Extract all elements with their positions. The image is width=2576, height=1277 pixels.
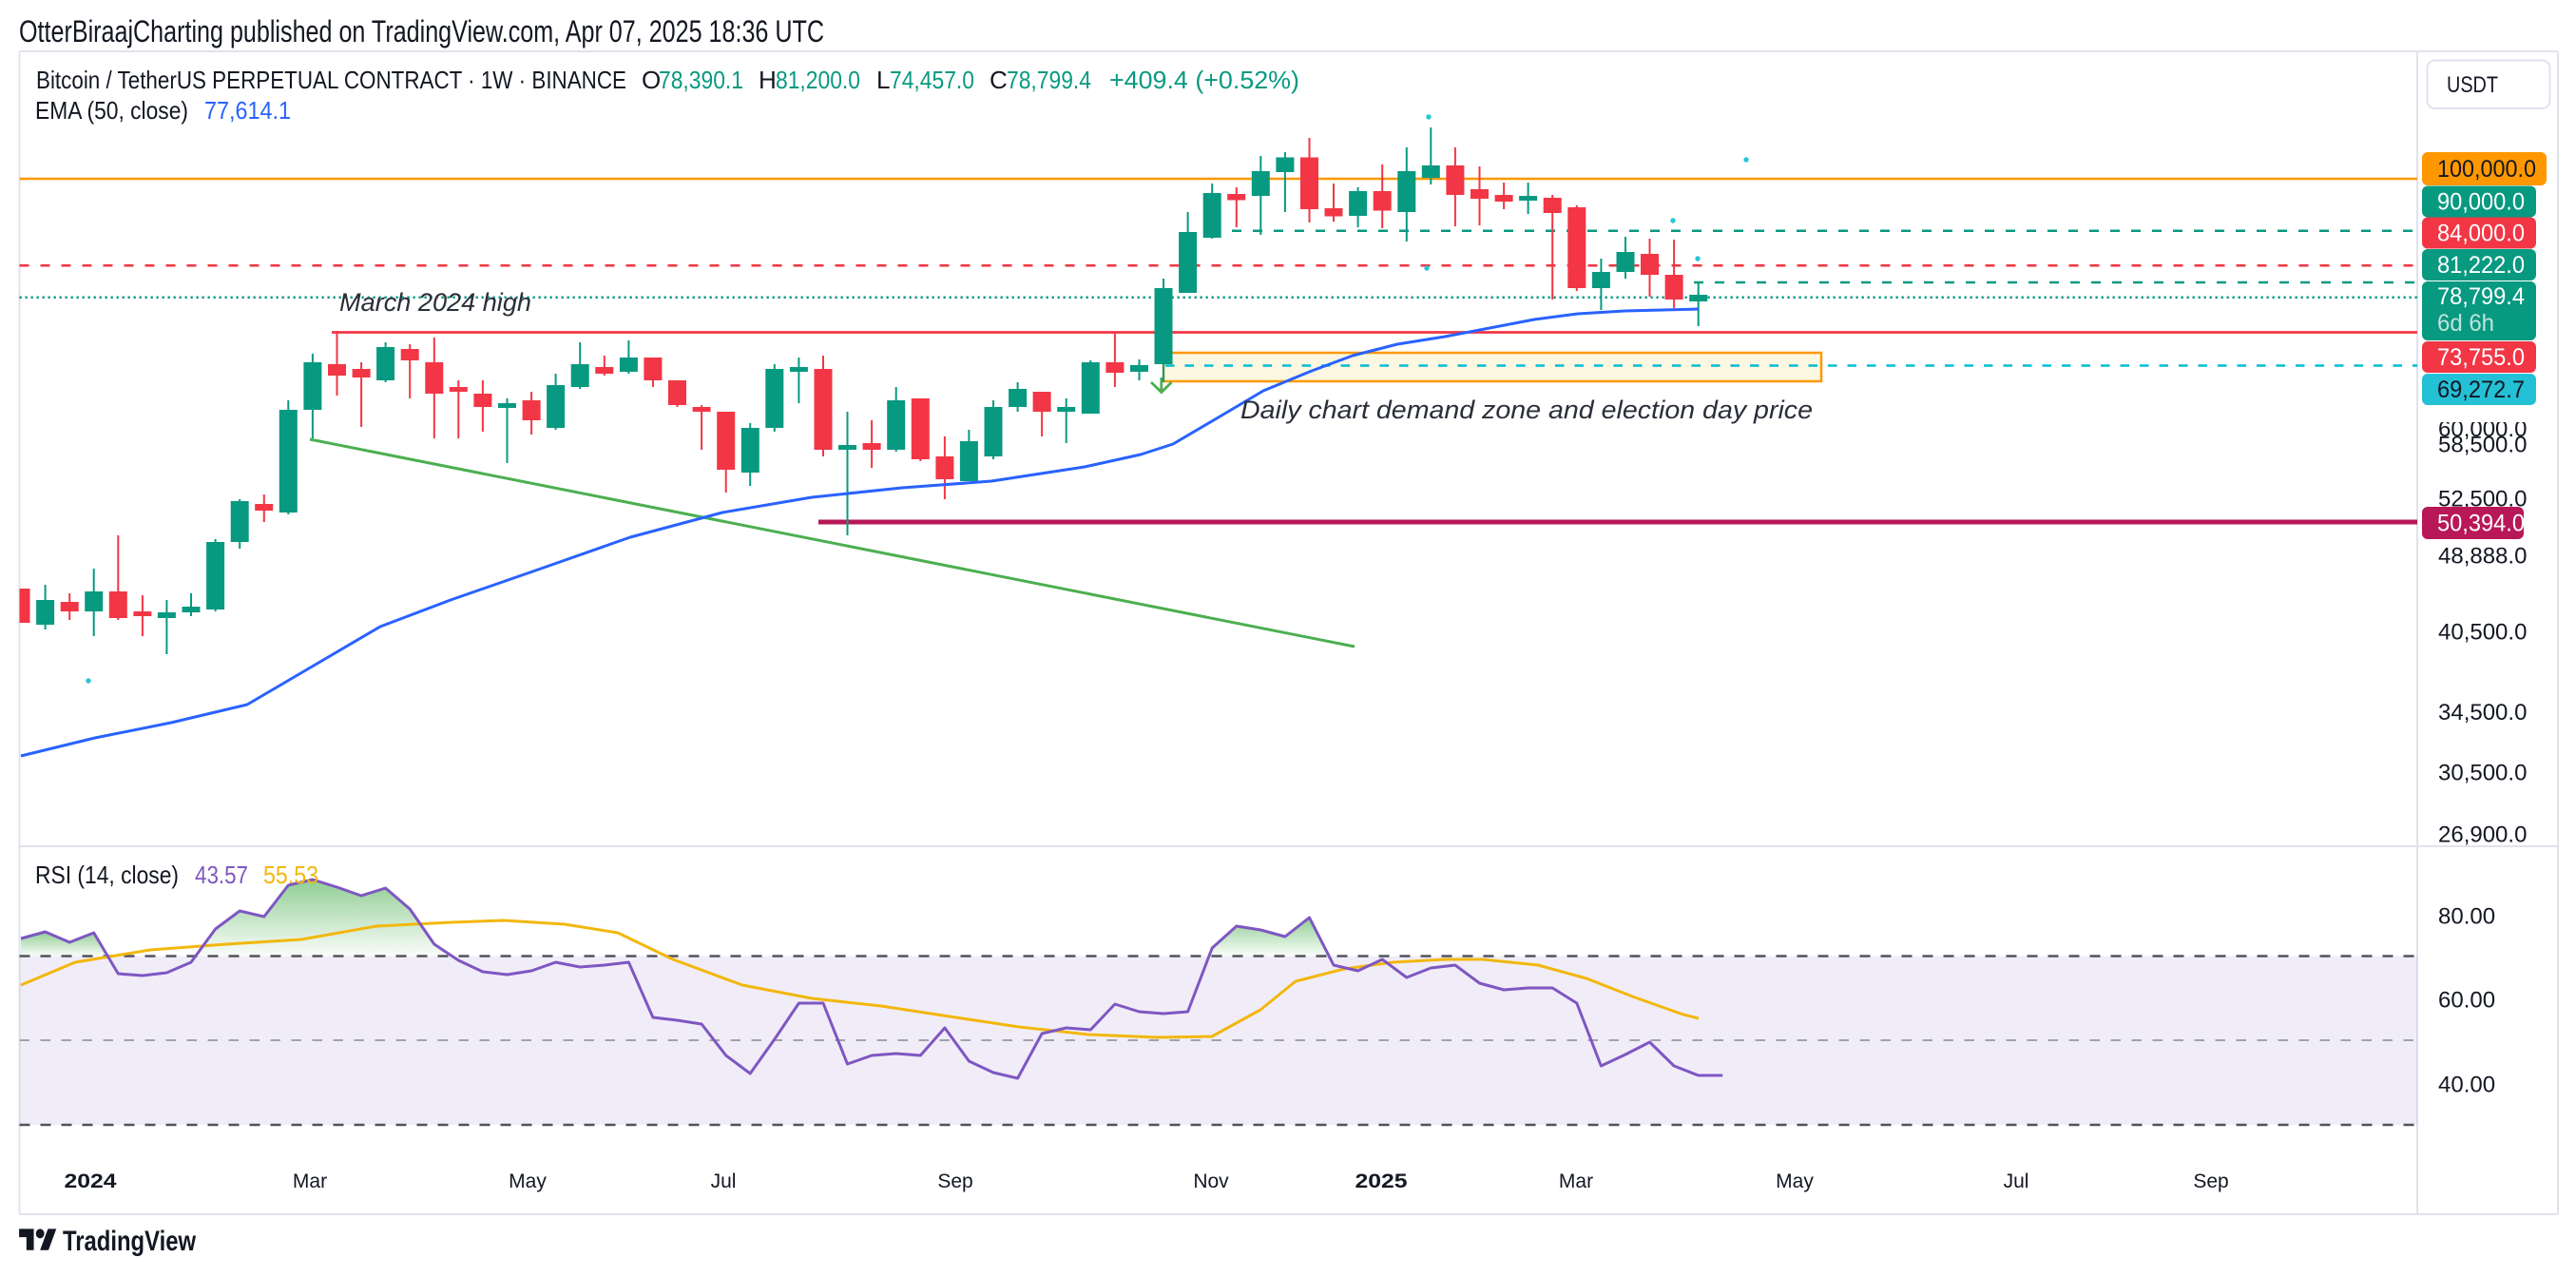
svg-text:Mar: Mar bbox=[293, 1171, 327, 1192]
svg-text:74,457.0: 74,457.0 bbox=[890, 66, 974, 94]
svg-text:26,900.0: 26,900.0 bbox=[2438, 822, 2527, 848]
svg-text:81,200.0: 81,200.0 bbox=[776, 66, 860, 94]
svg-text:30,500.0: 30,500.0 bbox=[2438, 761, 2527, 786]
svg-text:Daily chart demand zone and el: Daily chart demand zone and election day… bbox=[1240, 396, 1813, 424]
svg-text:100,000.0: 100,000.0 bbox=[2437, 156, 2536, 183]
svg-text:May: May bbox=[1776, 1171, 1814, 1192]
svg-text:C: C bbox=[990, 66, 1008, 94]
svg-text:May: May bbox=[509, 1171, 547, 1192]
svg-text:March 2024 high: March 2024 high bbox=[339, 288, 531, 317]
svg-text:Jul: Jul bbox=[711, 1171, 737, 1192]
svg-text:55.53: 55.53 bbox=[263, 861, 318, 889]
svg-text:Jul: Jul bbox=[2004, 1171, 2029, 1192]
svg-text:78,799.4: 78,799.4 bbox=[2437, 283, 2525, 310]
svg-text:58,500.0: 58,500.0 bbox=[2438, 433, 2527, 458]
svg-text:H: H bbox=[759, 66, 777, 94]
svg-text:2024: 2024 bbox=[65, 1171, 117, 1192]
svg-text:TradingView: TradingView bbox=[63, 1226, 197, 1257]
svg-text:L: L bbox=[876, 66, 890, 94]
svg-text:90,000.0: 90,000.0 bbox=[2437, 189, 2525, 216]
svg-text:EMA (50, close): EMA (50, close) bbox=[35, 96, 188, 125]
svg-text:Sep: Sep bbox=[2193, 1171, 2228, 1192]
svg-text:RSI (14, close): RSI (14, close) bbox=[35, 861, 179, 889]
svg-text:84,000.0: 84,000.0 bbox=[2437, 221, 2525, 247]
svg-text:6d 6h: 6d 6h bbox=[2437, 310, 2494, 337]
svg-text:78,390.1: 78,390.1 bbox=[659, 66, 743, 94]
svg-text:73,755.0: 73,755.0 bbox=[2437, 344, 2525, 371]
svg-text:48,888.0: 48,888.0 bbox=[2438, 544, 2527, 570]
svg-text:O: O bbox=[642, 66, 661, 94]
svg-text:40.00: 40.00 bbox=[2438, 1073, 2495, 1098]
svg-text:OtterBiraajCharting published: OtterBiraajCharting published on Trading… bbox=[19, 14, 824, 48]
svg-text:USDT: USDT bbox=[2447, 72, 2498, 98]
svg-text:34,500.0: 34,500.0 bbox=[2438, 700, 2527, 726]
svg-text:50,394.0: 50,394.0 bbox=[2437, 511, 2525, 537]
svg-text:60.00: 60.00 bbox=[2438, 988, 2495, 1014]
svg-text:Bitcoin / TetherUS PERPETUAL C: Bitcoin / TetherUS PERPETUAL CONTRACT · … bbox=[36, 66, 626, 94]
svg-text:77,614.1: 77,614.1 bbox=[204, 96, 291, 125]
svg-text:Mar: Mar bbox=[1559, 1171, 1593, 1192]
svg-text:60,000.0: 60,000.0 bbox=[2438, 416, 2527, 442]
svg-text:81,222.0: 81,222.0 bbox=[2437, 252, 2525, 279]
svg-text:2025: 2025 bbox=[1355, 1171, 1408, 1192]
svg-text:40,500.0: 40,500.0 bbox=[2438, 620, 2527, 646]
svg-text:69,272.7: 69,272.7 bbox=[2437, 377, 2525, 403]
svg-text:43.57: 43.57 bbox=[195, 861, 248, 889]
svg-text:78,799.4: 78,799.4 bbox=[1007, 66, 1091, 94]
svg-text:Sep: Sep bbox=[937, 1171, 972, 1192]
svg-text:+409.4 (+0.52%): +409.4 (+0.52%) bbox=[1109, 66, 1299, 94]
svg-text:Nov: Nov bbox=[1193, 1171, 1229, 1192]
svg-text:80.00: 80.00 bbox=[2438, 904, 2495, 930]
